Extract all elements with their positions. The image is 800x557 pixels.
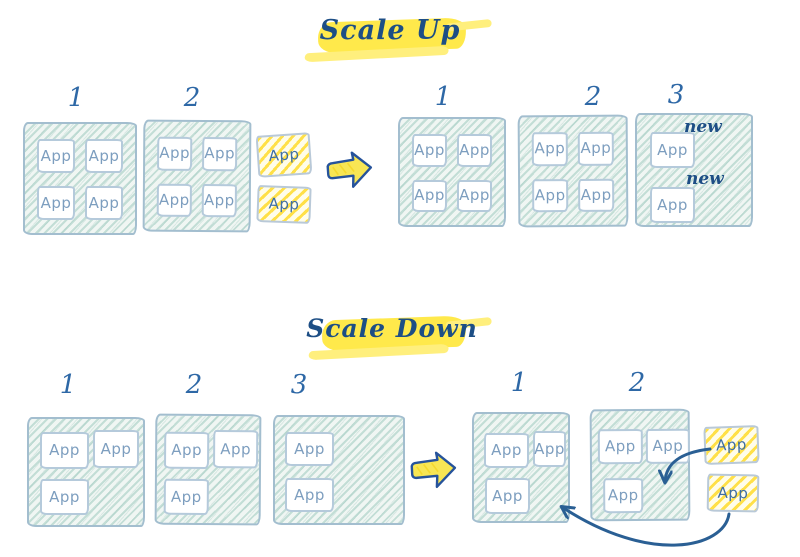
app-card: App: [164, 431, 210, 470]
scale-down-title-text: Scale Down: [306, 313, 478, 343]
app-card: App: [457, 179, 492, 212]
app-grid: App App App App: [520, 117, 627, 226]
app-card: App: [603, 477, 644, 514]
server-node: App App App: [27, 417, 145, 527]
app-card: App: [412, 179, 447, 212]
app-card: App: [645, 428, 690, 464]
app-card: App: [457, 134, 492, 167]
app-card: App: [156, 183, 192, 217]
server-node: App App App App: [398, 117, 506, 227]
app-card: App: [597, 428, 643, 465]
server-node: App App App: [154, 413, 262, 526]
app-grid: App App App App: [145, 122, 250, 231]
app-card: App: [202, 137, 238, 171]
node-label-down-before-1: 1: [59, 370, 77, 400]
app-card: App: [85, 139, 123, 173]
app-card: App: [37, 186, 75, 220]
app-card: App: [578, 178, 615, 212]
app-card: App: [213, 430, 259, 469]
scale-down-title: Scale Down: [306, 308, 477, 352]
evicted-app-card: App: [703, 425, 760, 465]
new-label: new: [686, 169, 724, 189]
node-label-down-before-2: 2: [185, 370, 203, 400]
app-card: App: [93, 430, 139, 468]
app-card: App: [201, 183, 237, 218]
app-card: App: [163, 478, 209, 516]
app-card: App: [485, 478, 530, 514]
server-node: App App: [273, 415, 405, 525]
node-label-down-before-3: 3: [290, 370, 308, 400]
app-card: App: [532, 178, 569, 213]
app-card: App: [484, 433, 529, 468]
server-node-new: App new App new: [635, 113, 753, 227]
pending-app-card: App: [255, 132, 313, 178]
app-card: App: [577, 131, 614, 166]
app-card: App: [533, 431, 566, 467]
node-label-up-before-2: 2: [183, 83, 201, 113]
node-label-down-after-2: 2: [628, 368, 646, 398]
app-card: App: [650, 187, 695, 223]
evicted-app-card: App: [706, 473, 760, 513]
arrow-right-icon: [410, 451, 457, 489]
server-node: App App App App: [517, 114, 629, 228]
app-card: App: [157, 136, 193, 171]
scale-up-title: Scale Up: [317, 10, 467, 54]
app-card: App: [650, 132, 695, 168]
server-node: App App App: [472, 412, 570, 523]
app-card: App: [412, 134, 447, 167]
server-node: App App App App: [142, 119, 252, 233]
new-label: new: [684, 117, 722, 137]
app-card: App: [85, 186, 123, 220]
node-label-down-after-1: 1: [510, 368, 528, 398]
arrow-right-icon: [326, 151, 373, 188]
node-label-up-before-1: 1: [67, 83, 85, 113]
app-card: App: [285, 432, 334, 466]
app-card: App: [37, 139, 75, 173]
pending-app-card: App: [256, 185, 312, 224]
node-label-up-after-1: 1: [434, 82, 452, 112]
app-grid: App App App App: [400, 119, 504, 225]
scale-up-title-text: Scale Up: [319, 14, 461, 46]
app-grid: App App App App: [25, 124, 135, 233]
app-card: App: [531, 132, 568, 166]
node-label-up-after-3: 3: [667, 80, 685, 110]
app-card: App: [40, 432, 89, 469]
server-node: App App App: [589, 408, 691, 522]
app-card: App: [40, 479, 89, 515]
node-label-up-after-2: 2: [584, 82, 602, 112]
server-node: App App App App: [23, 122, 137, 235]
app-card: App: [285, 478, 334, 512]
